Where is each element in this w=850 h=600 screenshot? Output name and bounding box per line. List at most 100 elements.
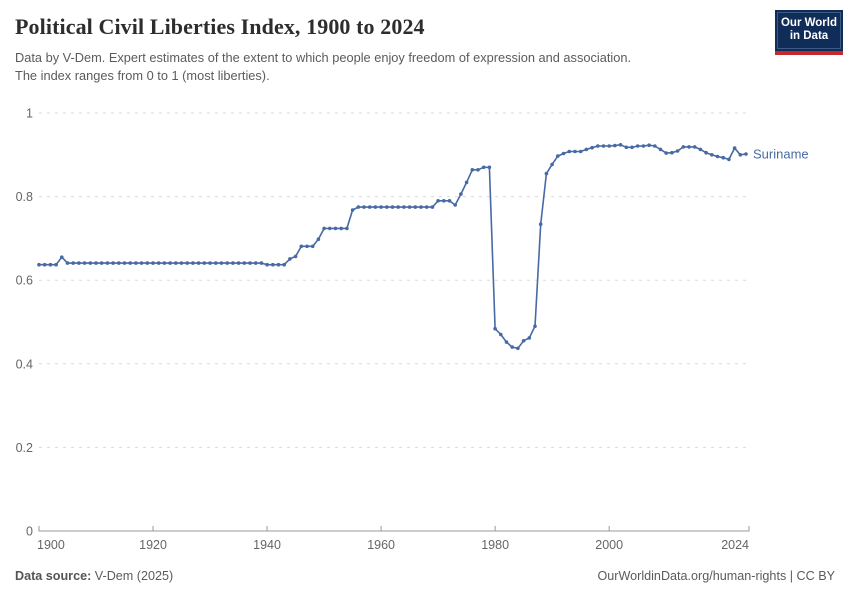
data-point-suriname-1987[interactable] — [533, 324, 537, 329]
data-point-suriname-2023[interactable] — [738, 153, 743, 157]
data-point-suriname-1992[interactable] — [561, 151, 566, 156]
data-point-suriname-1967[interactable] — [419, 205, 423, 209]
data-point-suriname-1923[interactable] — [168, 261, 172, 265]
data-point-suriname-1978[interactable] — [481, 165, 486, 170]
data-point-suriname-1994[interactable] — [573, 149, 577, 154]
data-point-suriname-1970[interactable] — [436, 199, 440, 203]
data-point-suriname-1925[interactable] — [179, 261, 184, 265]
data-point-suriname-1989[interactable] — [544, 171, 549, 176]
data-point-suriname-2020[interactable] — [721, 155, 725, 160]
data-point-suriname-1943[interactable] — [282, 262, 287, 267]
data-point-suriname-1984[interactable] — [516, 346, 520, 351]
data-point-suriname-1981[interactable] — [499, 332, 503, 337]
data-point-suriname-1965[interactable] — [407, 205, 412, 209]
data-point-suriname-1960[interactable] — [379, 205, 383, 209]
data-point-suriname-1974[interactable] — [459, 192, 463, 196]
data-point-suriname-1906[interactable] — [71, 261, 75, 265]
data-point-suriname-1920[interactable] — [151, 261, 155, 265]
data-point-suriname-1935[interactable] — [236, 261, 241, 265]
data-point-suriname-1919[interactable] — [145, 261, 150, 265]
data-point-suriname-1980[interactable] — [493, 326, 497, 331]
data-point-suriname-1937[interactable] — [248, 261, 252, 265]
data-point-suriname-1924[interactable] — [174, 261, 178, 265]
data-point-suriname-1947[interactable] — [305, 244, 309, 249]
data-point-suriname-2021[interactable] — [727, 157, 731, 162]
data-point-suriname-1993[interactable] — [567, 149, 572, 154]
data-point-suriname-1966[interactable] — [413, 205, 418, 209]
data-point-suriname-1983[interactable] — [510, 345, 514, 349]
data-point-suriname-2005[interactable] — [635, 144, 640, 148]
data-point-suriname-1948[interactable] — [310, 244, 315, 249]
data-point-suriname-2024[interactable] — [744, 152, 748, 156]
data-point-suriname-1985[interactable] — [521, 339, 526, 343]
data-point-suriname-2014[interactable] — [687, 145, 691, 149]
data-point-suriname-1917[interactable] — [134, 261, 138, 265]
data-point-suriname-2018[interactable] — [710, 153, 714, 157]
data-point-suriname-2007[interactable] — [647, 143, 651, 147]
data-point-suriname-1927[interactable] — [191, 261, 195, 265]
data-point-suriname-1973[interactable] — [453, 203, 458, 207]
data-point-suriname-2013[interactable] — [681, 145, 686, 149]
data-point-suriname-1986[interactable] — [527, 336, 532, 340]
series-line-suriname[interactable] — [39, 144, 747, 350]
data-point-suriname-1975[interactable] — [464, 180, 469, 185]
data-point-suriname-1972[interactable] — [447, 199, 452, 203]
data-point-suriname-1911[interactable] — [99, 261, 104, 265]
data-point-suriname-2015[interactable] — [692, 145, 697, 149]
data-point-suriname-2000[interactable] — [607, 144, 611, 148]
data-point-suriname-2010[interactable] — [664, 151, 668, 155]
data-point-suriname-1954[interactable] — [345, 226, 349, 231]
series-label-suriname[interactable]: Suriname — [753, 146, 809, 161]
data-point-suriname-2017[interactable] — [704, 150, 708, 155]
data-point-suriname-1908[interactable] — [82, 261, 87, 265]
data-point-suriname-2008[interactable] — [653, 144, 657, 148]
data-point-suriname-1977[interactable] — [476, 168, 480, 172]
data-point-suriname-1958[interactable] — [367, 205, 372, 209]
data-point-suriname-1998[interactable] — [596, 144, 600, 148]
license-link[interactable]: OurWorldinData.org/human-rights | CC BY — [597, 569, 835, 583]
data-point-suriname-1953[interactable] — [339, 226, 344, 231]
data-point-suriname-1945[interactable] — [293, 254, 298, 259]
data-point-suriname-1921[interactable] — [156, 261, 161, 265]
data-point-suriname-1903[interactable] — [54, 262, 58, 267]
data-point-suriname-1976[interactable] — [470, 168, 475, 172]
data-point-suriname-1929[interactable] — [202, 261, 207, 265]
data-point-suriname-1957[interactable] — [362, 205, 366, 209]
data-point-suriname-1944[interactable] — [288, 257, 292, 261]
data-point-suriname-2019[interactable] — [715, 154, 720, 159]
data-point-suriname-1971[interactable] — [442, 199, 446, 203]
data-point-suriname-1964[interactable] — [402, 205, 406, 209]
data-point-suriname-2006[interactable] — [641, 144, 646, 148]
data-point-suriname-1905[interactable] — [65, 261, 70, 265]
data-point-suriname-1912[interactable] — [105, 261, 110, 265]
data-point-suriname-1932[interactable] — [219, 261, 224, 265]
owid-logo[interactable]: Our World in Data — [775, 10, 843, 55]
data-point-suriname-2001[interactable] — [613, 143, 617, 148]
data-point-suriname-1963[interactable] — [396, 205, 401, 209]
data-point-suriname-1914[interactable] — [117, 261, 121, 265]
data-point-suriname-1979[interactable] — [487, 165, 492, 170]
data-point-suriname-2004[interactable] — [630, 145, 634, 150]
data-point-suriname-2009[interactable] — [658, 147, 663, 152]
data-point-suriname-1933[interactable] — [225, 261, 229, 265]
data-point-suriname-2016[interactable] — [698, 147, 703, 152]
data-point-suriname-1968[interactable] — [424, 205, 429, 209]
data-point-suriname-1938[interactable] — [253, 261, 258, 265]
data-point-suriname-1999[interactable] — [601, 144, 606, 148]
data-point-suriname-1922[interactable] — [162, 261, 167, 265]
data-point-suriname-1959[interactable] — [373, 205, 378, 209]
data-point-suriname-1991[interactable] — [556, 154, 560, 158]
data-point-suriname-1990[interactable] — [550, 162, 554, 167]
data-point-suriname-1946[interactable] — [299, 244, 304, 249]
data-point-suriname-1913[interactable] — [111, 261, 115, 265]
data-point-suriname-2022[interactable] — [732, 146, 737, 150]
data-point-suriname-1951[interactable] — [328, 226, 332, 231]
data-point-suriname-1907[interactable] — [77, 261, 81, 265]
data-point-suriname-1956[interactable] — [356, 205, 361, 209]
data-point-suriname-1928[interactable] — [196, 261, 201, 265]
data-point-suriname-1902[interactable] — [48, 262, 53, 267]
data-point-suriname-1915[interactable] — [122, 261, 127, 265]
data-point-suriname-1934[interactable] — [231, 261, 235, 265]
data-point-suriname-1962[interactable] — [390, 205, 395, 209]
data-point-suriname-1931[interactable] — [214, 261, 218, 265]
